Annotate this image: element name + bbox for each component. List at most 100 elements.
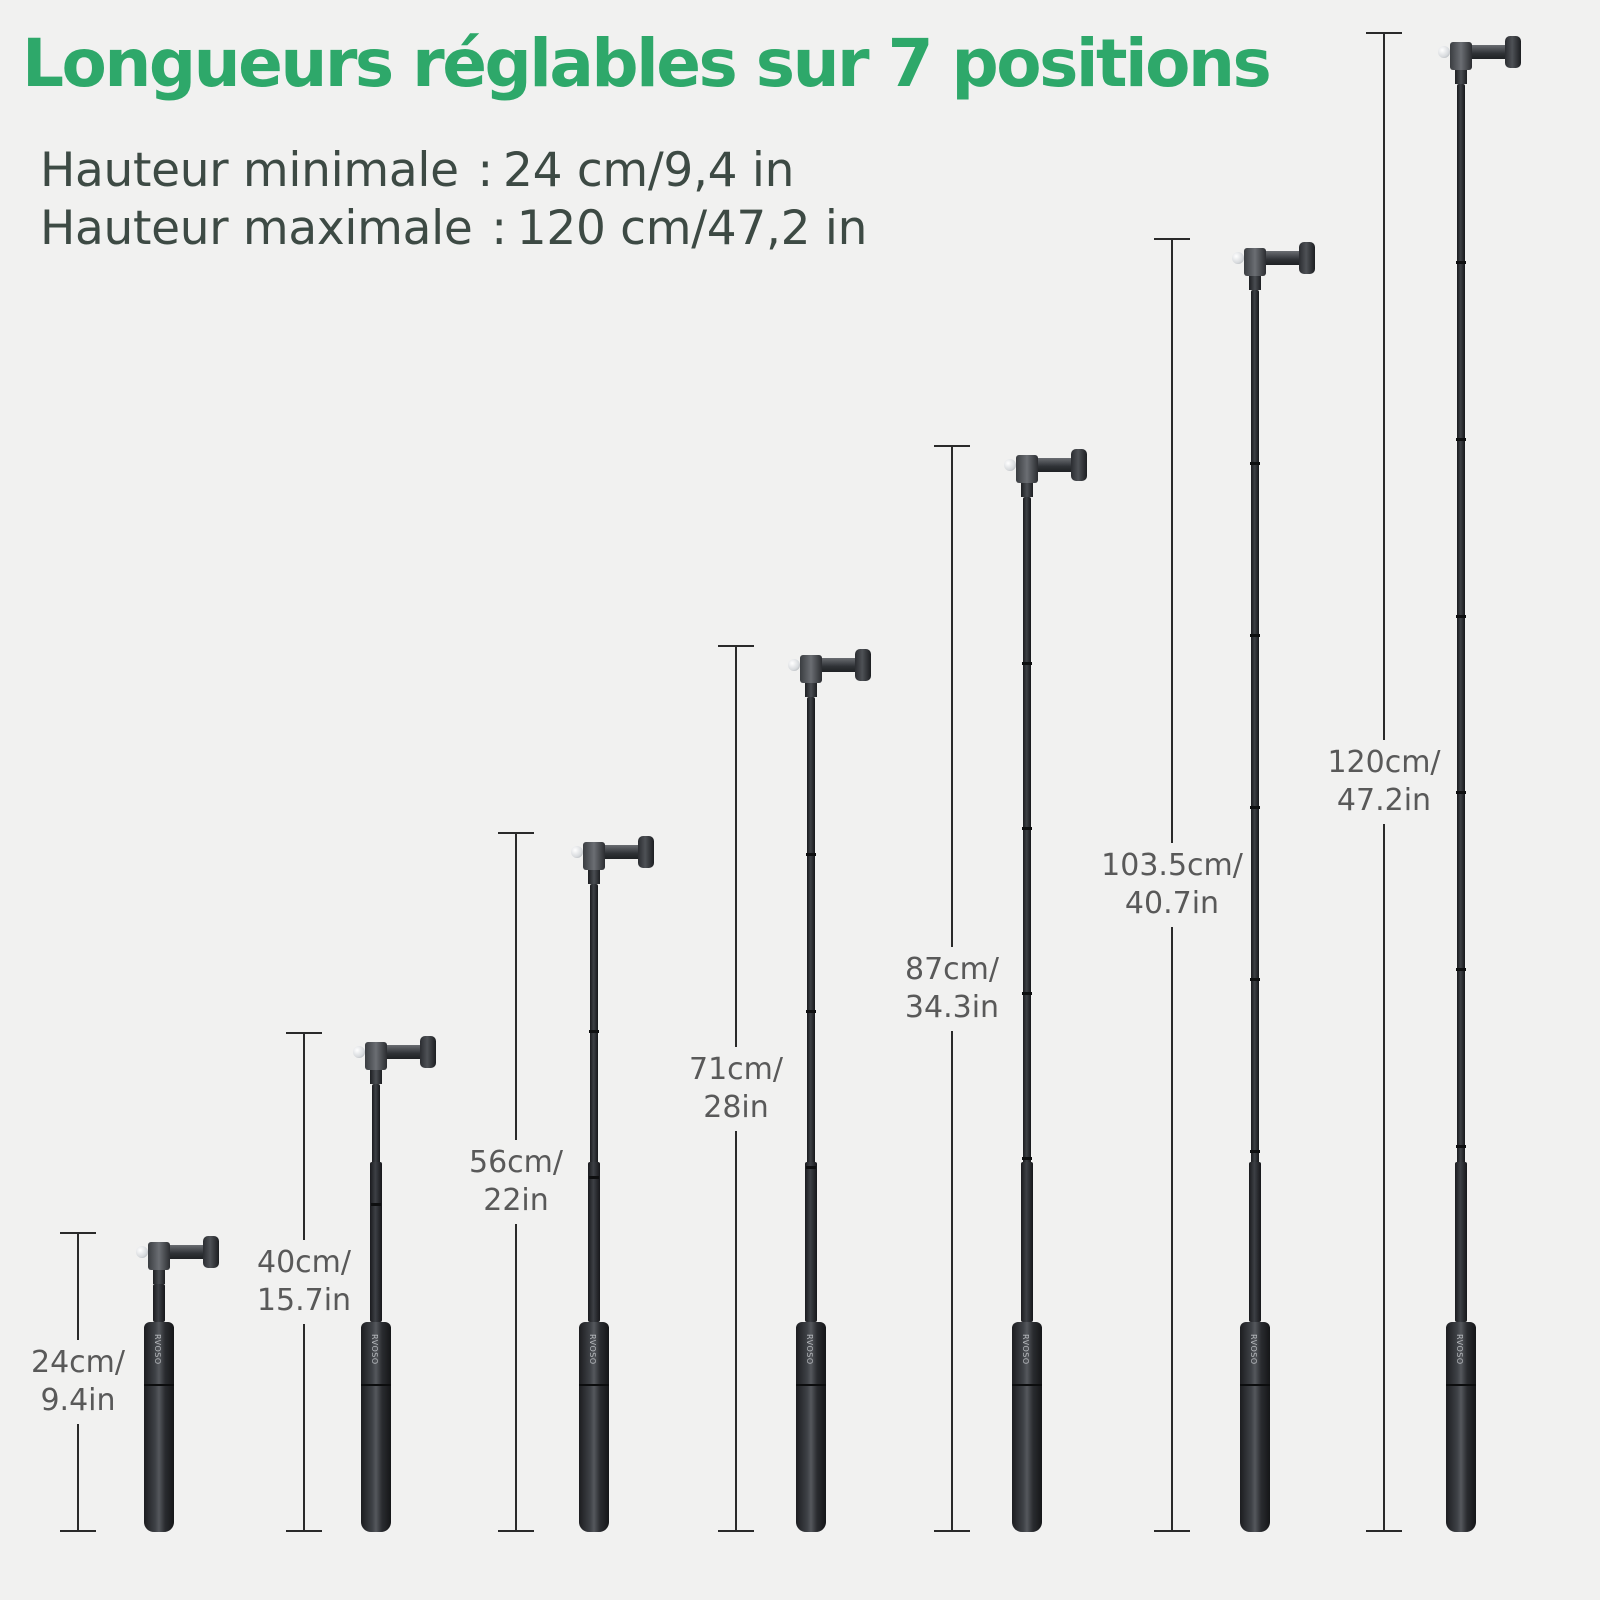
telescopic-shaft [807,697,815,1322]
length-in: 22in [483,1183,549,1218]
pole-handle: RVOSO [1012,1322,1042,1532]
dimension-cap-bottom [1154,1530,1190,1532]
mount-arm [1259,251,1305,265]
thumb-screw-icon [1505,36,1521,68]
pole-handle: RVOSO [144,1322,174,1532]
mount-fork [583,842,605,870]
length-in: 40.7in [1124,886,1220,921]
telescopic-shaft-section [1455,1162,1467,1322]
shaft-joint [371,1203,381,1206]
brand-logo: RVOSO [1455,1334,1464,1365]
length-label: 24cm/9.4in [29,1340,127,1424]
mount-fork [1450,42,1472,70]
brand-logo: RVOSO [1021,1334,1030,1365]
mount-neck [153,1270,165,1284]
mount-bolt-head [571,846,583,858]
mount-bolt-head [353,1046,365,1058]
mount-bolt-head [1438,46,1450,58]
mount-arm [163,1245,209,1259]
handle-seam [796,1384,826,1386]
brand-logo: RVOSO [370,1334,379,1365]
mount-fork [148,1242,170,1270]
pole-handle: RVOSO [1446,1322,1476,1532]
length-in: 9.4in [40,1383,116,1418]
length-label: 71cm/28in [687,1046,785,1131]
thumb-screw-icon [1071,449,1087,481]
brand-logo: RVOSO [805,1334,814,1365]
mount-arm [598,845,644,859]
length-cm: 71cm/ [689,1051,783,1087]
telescopic-shaft-section [1021,1162,1033,1322]
mount-neck [1455,70,1467,84]
handle-seam [1012,1384,1042,1386]
length-label: 103.5cm/40.7in [1099,843,1245,927]
dimension-cap-bottom [934,1530,970,1532]
shaft-joint [1456,261,1466,264]
dimension-cap-bottom [718,1530,754,1532]
shaft-joint [806,1166,816,1169]
mount-arm [1465,45,1511,59]
mount-arm [380,1045,426,1059]
min-height-label: Hauteur minimale [40,143,459,198]
brand-logo: RVOSO [153,1334,162,1365]
mount-neck [370,1070,382,1084]
mount-fork [365,1042,387,1070]
shaft-joint [1022,1157,1032,1160]
mount-neck [805,683,817,697]
thumb-screw-icon [420,1036,436,1068]
mount-arm [1031,458,1077,472]
dimension-cap-bottom [1366,1530,1402,1532]
shaft-joint [806,1010,816,1013]
length-label: 120cm/47.2in [1325,740,1443,824]
max-height-label: Hauteur maximale [40,201,473,256]
dimension-cap-bottom [286,1530,322,1532]
mount-arm [815,658,861,672]
shaft-joint [1022,992,1032,995]
mount-neck [1021,483,1033,497]
max-height-value: 120 cm/47,2 in [516,201,868,256]
telescopic-shaft-section [153,1284,165,1322]
thumb-screw-icon [1299,242,1315,274]
brand-logo: RVOSO [588,1334,597,1365]
shaft-joint [1456,438,1466,441]
shaft-joint [1456,968,1466,971]
handle-seam [361,1384,391,1386]
length-in: 47.2in [1336,783,1432,818]
mount-neck [1249,276,1261,290]
length-cm: 120cm/ [1327,745,1441,780]
telescopic-shaft-section [805,1162,817,1322]
shaft-joint [1022,662,1032,665]
length-cm: 103.5cm/ [1101,848,1243,883]
length-in: 28in [703,1089,769,1125]
mount-fork [1016,455,1038,483]
shaft-joint [806,853,816,856]
shaft-joint [1456,1145,1466,1148]
min-height-separator: : [477,143,493,198]
telescopic-shaft [590,884,598,1322]
length-cm: 24cm/ [31,1345,125,1380]
pole-handle: RVOSO [796,1322,826,1532]
mount-neck [588,870,600,884]
shaft-joint [1250,806,1260,809]
pole-handle: RVOSO [579,1322,609,1532]
handle-seam [579,1384,609,1386]
mount-bolt-head [788,659,800,671]
length-cm: 87cm/ [905,951,999,987]
pole-handle: RVOSO [1240,1322,1270,1532]
telescopic-shaft [1457,84,1465,1322]
shaft-joint [1456,615,1466,618]
dimension-cap-bottom [498,1530,534,1532]
telescopic-shaft [1023,497,1031,1322]
mount-fork [800,655,822,683]
mount-bolt-head [1232,252,1244,264]
handle-seam [1240,1384,1270,1386]
telescopic-shaft-section [588,1162,600,1322]
length-label: 56cm/22in [467,1140,565,1224]
length-cm: 40cm/ [257,1245,351,1280]
thumb-screw-icon [855,649,871,681]
max-height-spec: Hauteur maximale :120 cm/47,2 in [40,200,867,258]
length-label: 40cm/15.7in [254,1240,354,1324]
thumb-screw-icon [638,836,654,868]
thumb-screw-icon [203,1236,219,1268]
